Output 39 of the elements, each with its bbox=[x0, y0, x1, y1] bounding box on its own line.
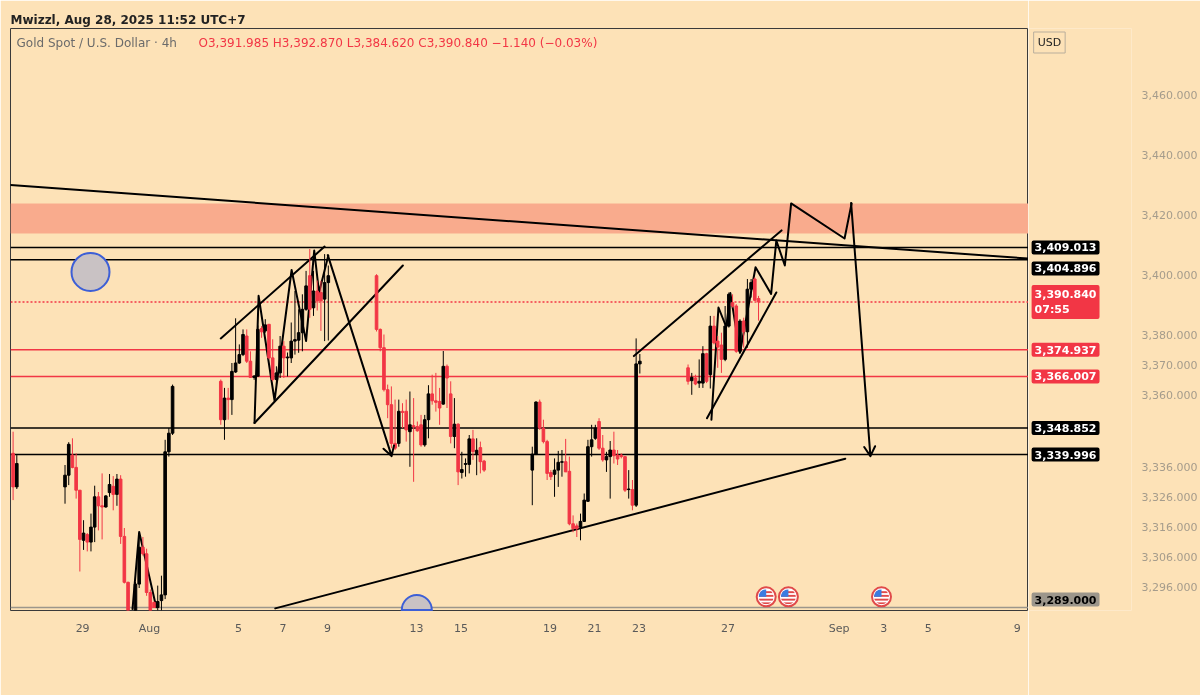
x-tick-label: 13 bbox=[409, 621, 424, 635]
x-tick-label: Aug bbox=[138, 621, 161, 635]
ref-line-label: 3,404.896 bbox=[1034, 262, 1097, 276]
x-tick-label: 5 bbox=[234, 621, 242, 635]
ref-line-label: 3,374.937 bbox=[1034, 343, 1097, 357]
x-tick-label: 5 bbox=[924, 621, 932, 635]
y-tick-label: 3,460.000 bbox=[1141, 88, 1198, 102]
x-tick-label: 3 bbox=[880, 621, 888, 635]
y-tick-label: 3,360.000 bbox=[1141, 388, 1198, 402]
y-tick-label: 3,380.000 bbox=[1141, 328, 1198, 342]
ref-line-label: 3,339.996 bbox=[1034, 448, 1097, 462]
x-tick-label: Sep bbox=[828, 621, 850, 635]
x-tick-label: 23 bbox=[631, 621, 646, 635]
x-tick-label: 21 bbox=[587, 621, 602, 635]
y-axis-title: USD bbox=[1037, 36, 1062, 49]
x-tick-label: 27 bbox=[720, 621, 735, 635]
y-tick-label: 3,420.000 bbox=[1141, 208, 1198, 222]
text: Gold Spot / U.S. Dollar · 4h bbox=[16, 35, 177, 50]
y-tick-label: 3,326.000 bbox=[1141, 490, 1198, 504]
ref-line-label: 3,289.000 bbox=[1034, 593, 1097, 607]
x-tick-label: 29 bbox=[75, 621, 90, 635]
y-tick-label: 3,316.000 bbox=[1141, 520, 1198, 534]
y-tick-label: 3,306.000 bbox=[1141, 550, 1198, 564]
ref-line-label: 3,366.007 bbox=[1034, 370, 1097, 384]
y-tick-label: 3,296.000 bbox=[1141, 580, 1198, 594]
x-tick-label: 9 bbox=[1013, 621, 1021, 635]
y-tick-label: 3,400.000 bbox=[1141, 268, 1198, 282]
text: O3,391.985 H3,392.870 L3,384.620 C3,390.840 −1.140 (−0.03%) bbox=[198, 35, 598, 50]
y-tick-label: 3,336.000 bbox=[1141, 460, 1198, 474]
y-tick-label: 3,440.000 bbox=[1141, 148, 1198, 162]
ref-line-label: 3,348.852 bbox=[1034, 421, 1097, 435]
y-tick-label: 3,370.000 bbox=[1141, 358, 1198, 372]
ref-line-label: 3,409.013 bbox=[1034, 241, 1097, 255]
x-tick-label: 15 bbox=[453, 621, 468, 635]
x-tick-label: 19 bbox=[542, 621, 557, 635]
ref-line-label: 3,390.840 07:55 bbox=[1034, 288, 1097, 316]
x-tick-label: 9 bbox=[323, 621, 331, 635]
x-tick-label: 7 bbox=[279, 621, 287, 635]
text: Mwizzl, Aug 28, 2025 11:52 UTC+7 bbox=[10, 12, 246, 27]
